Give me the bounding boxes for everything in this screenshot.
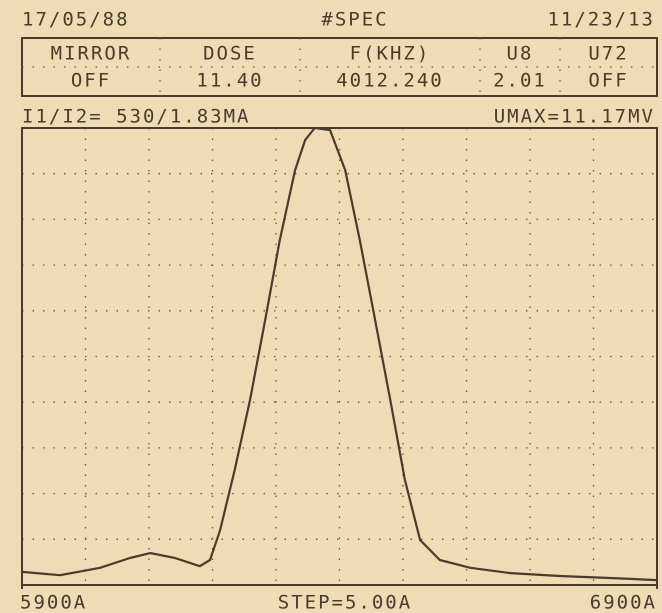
chart-title: #SPEC: [321, 9, 388, 31]
table-header: U8: [507, 43, 534, 65]
table-header: DOSE: [203, 43, 257, 65]
subtitle-right: UMAX=11.17MV: [494, 106, 655, 128]
table-value: 4012.240: [336, 70, 444, 92]
table-value: 2.01: [493, 70, 547, 92]
spectrum-line: [21, 126, 658, 582]
table-header: U72: [588, 43, 628, 65]
table-value: OFF: [71, 70, 111, 92]
x-tick-label: 6900A: [590, 592, 657, 613]
table-value: OFF: [588, 70, 628, 92]
table-header: MIRROR: [51, 43, 132, 65]
header-left: 17/05/88: [22, 9, 130, 31]
header-right: 11/23/13: [547, 9, 655, 31]
table-value: 11.40: [196, 70, 263, 92]
annotation: STEP=5.00A: [278, 592, 412, 613]
table-header: F(KHZ): [350, 43, 431, 65]
x-tick-label: 5900A: [20, 592, 87, 613]
plot-frame: [21, 127, 658, 586]
subtitle-left: I1/I2= 530/1.83MA: [22, 106, 250, 128]
table: MIRROR OFF DOSE 11.40 F(KHZ) 4012.240 U8 2.01 U7…: [51, 38, 628, 96]
